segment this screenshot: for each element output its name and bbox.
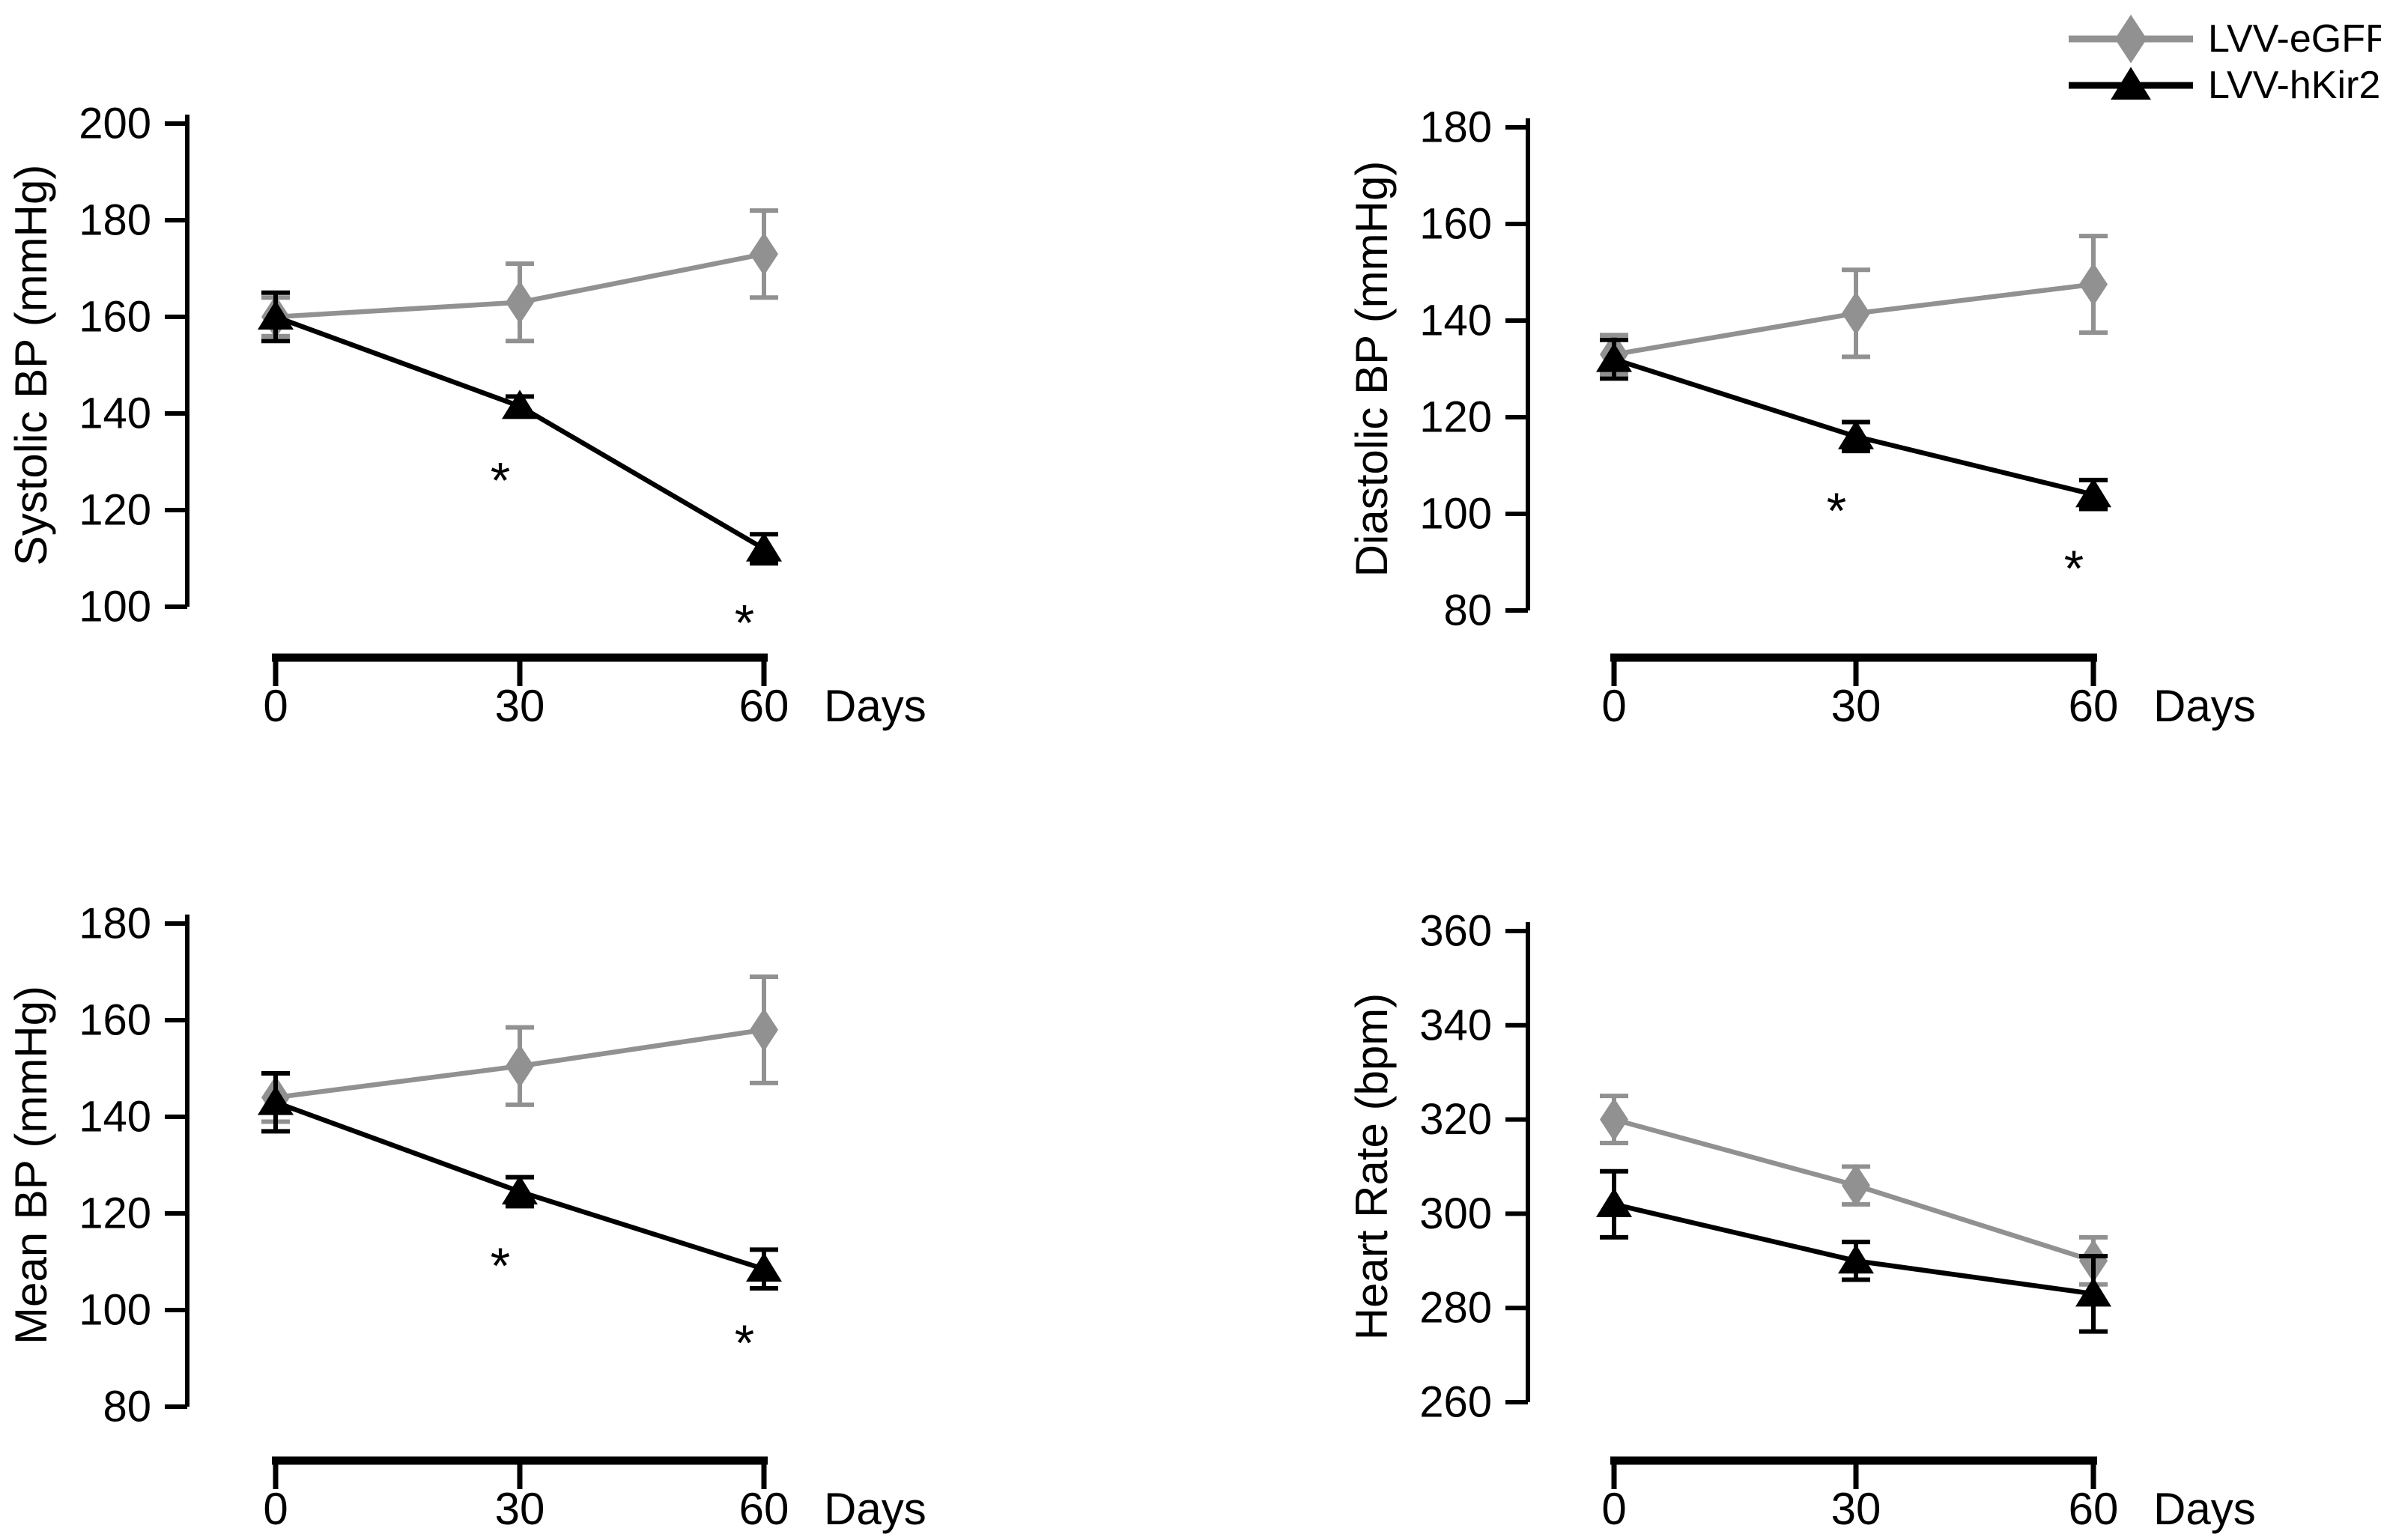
diamond-marker	[1600, 1097, 1628, 1142]
y-tick-label: 200	[79, 100, 151, 148]
significance-asterisk: *	[735, 1315, 754, 1371]
y-tick-label: 120	[79, 1189, 151, 1238]
series-LVV-eGFP	[1600, 1094, 2108, 1287]
series-LVV-eGFP	[261, 208, 778, 344]
x-axis-unit-label: Days	[824, 681, 926, 731]
y-axis-title: Systolic BP (mmHg)	[6, 165, 56, 566]
y-tick-label: 340	[1419, 1001, 1492, 1049]
diamond-marker	[1842, 1163, 1870, 1207]
series-LVV-eGFP	[1600, 234, 2108, 377]
x-tick-label: 30	[495, 1484, 545, 1534]
legend-item: LVV-hKir2.1	[2069, 64, 2381, 107]
legend-item: LVV-eGFP	[2069, 14, 2381, 64]
y-tick-label: 100	[79, 1286, 151, 1335]
diamond-marker	[506, 1044, 534, 1088]
x-tick-label: 60	[739, 681, 789, 731]
y-tick-label: 180	[1419, 103, 1492, 152]
y-tick-label: 320	[1419, 1095, 1492, 1144]
significance-asterisk: *	[2064, 540, 2084, 597]
x-tick-label: 0	[263, 681, 288, 731]
x-tick-label: 0	[1601, 681, 1626, 731]
series-LVV-hKir2.1: **	[258, 1070, 782, 1371]
panel-diastolic-bp: 80 100 120 140 160 180 Diastolic BP (mmHg) 0 30 6…	[1347, 103, 2256, 732]
x-axis-unit-label: Days	[2153, 1484, 2256, 1534]
diamond-marker	[506, 280, 534, 324]
x-tick-label: 60	[739, 1484, 789, 1534]
y-tick-label: 180	[79, 196, 151, 245]
y-tick-label: 360	[1419, 907, 1492, 956]
triangle-marker	[1596, 342, 1632, 372]
y-tick-label: 260	[1419, 1378, 1492, 1427]
series-LVV-hKir2.1	[1596, 1168, 2111, 1334]
y-tick-label: 300	[1419, 1189, 1492, 1238]
x-axis-unit-label: Days	[2153, 681, 2256, 731]
y-tick-label: 160	[1419, 200, 1492, 249]
triangle-marker	[746, 1252, 782, 1282]
y-tick-label: 120	[79, 486, 151, 535]
panel-mean-bp: 80 100 120 140 160 180 Mean BP (mmHg) 0 30 60 Days…	[6, 900, 926, 1535]
x-tick-label: 60	[2069, 1484, 2119, 1534]
series-LVV-hKir2.1: **	[1596, 337, 2111, 597]
x-axis-unit-label: Days	[824, 1484, 926, 1534]
x-tick-label: 0	[263, 1484, 288, 1534]
triangle-marker	[2075, 478, 2111, 508]
legend-label: LVV-eGFP	[2208, 17, 2381, 61]
triangle-marker	[746, 532, 782, 562]
legend-diamond-icon	[2114, 14, 2147, 64]
triangle-marker	[502, 389, 538, 419]
y-tick-label: 160	[79, 293, 151, 342]
triangle-marker	[258, 300, 294, 330]
y-tick-label: 160	[79, 996, 151, 1045]
y-tick-label: 180	[79, 900, 151, 948]
significance-asterisk: *	[1827, 482, 1846, 539]
y-axis-title: Mean BP (mmHg)	[6, 986, 56, 1345]
y-tick-label: 100	[1419, 490, 1492, 539]
y-axis-title: Heart Rate (bpm)	[1347, 993, 1397, 1340]
y-tick-label: 120	[1419, 393, 1492, 442]
series-LVV-eGFP	[261, 974, 778, 1124]
x-tick-label: 30	[1831, 1484, 1881, 1534]
x-tick-label: 30	[495, 681, 545, 731]
legend-triangle-icon	[2111, 67, 2151, 100]
triangle-marker	[1838, 419, 1874, 449]
y-tick-label: 140	[79, 389, 151, 438]
diamond-marker	[750, 232, 778, 276]
triangle-marker	[1838, 1244, 1874, 1274]
x-tick-label: 0	[1601, 1484, 1626, 1534]
y-axis-title: Diastolic BP (mmHg)	[1347, 161, 1397, 578]
x-tick-label: 30	[1831, 681, 1881, 731]
triangle-marker	[2075, 1277, 2111, 1307]
panel-systolic-bp: 100 120 140 160 180 200 Systolic BP (mmHg) 0 30 6…	[6, 100, 926, 732]
y-tick-label: 140	[1419, 297, 1492, 345]
triangle-marker	[502, 1174, 538, 1204]
diamond-marker	[750, 1007, 778, 1052]
panel-heart-rate: 260 280 300 320 340 360 Heart Rate (bpm) 0 30 60 D…	[1347, 907, 2256, 1535]
y-tick-label: 80	[1443, 586, 1492, 635]
y-tick-label: 80	[103, 1383, 151, 1431]
legend-label: LVV-hKir2.1	[2208, 64, 2381, 107]
x-tick-label: 60	[2069, 681, 2119, 731]
triangle-marker	[1596, 1187, 1632, 1217]
series-line	[274, 314, 765, 551]
y-tick-label: 140	[79, 1093, 151, 1142]
significance-asterisk: *	[735, 595, 754, 652]
diamond-marker	[2079, 262, 2108, 306]
y-tick-label: 100	[79, 583, 151, 631]
diamond-marker	[1842, 291, 1870, 336]
y-tick-label: 280	[1419, 1284, 1492, 1333]
significance-asterisk: *	[491, 452, 510, 509]
triangle-marker	[258, 1085, 294, 1115]
series-LVV-hKir2.1: **	[258, 290, 782, 652]
significance-asterisk: *	[491, 1237, 510, 1294]
